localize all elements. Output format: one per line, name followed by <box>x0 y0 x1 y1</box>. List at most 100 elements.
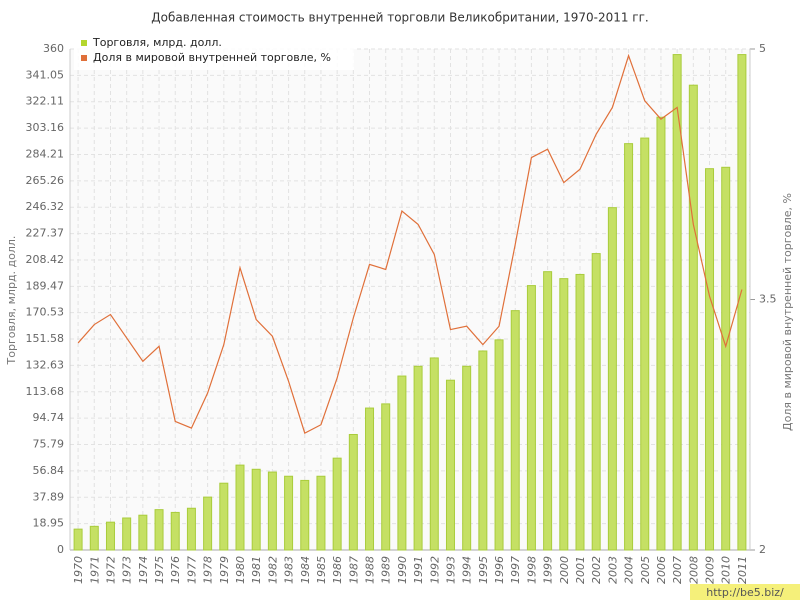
x-tick-label: 1981 <box>250 556 263 584</box>
y-tick-label: 284.21 <box>26 147 65 160</box>
bar <box>445 379 455 551</box>
x-tick-label: 2008 <box>687 556 700 584</box>
plot-area <box>70 49 750 550</box>
bar <box>559 278 569 551</box>
bar <box>462 365 472 551</box>
bar <box>73 528 83 551</box>
x-tick-label: 1991 <box>412 556 425 584</box>
y-tick-label: 56.84 <box>33 464 65 477</box>
y-tick-label: 303.16 <box>26 121 65 134</box>
x-tick-label: 2000 <box>558 556 571 584</box>
x-tick-label: 2006 <box>655 556 668 584</box>
bar <box>510 310 520 551</box>
y-tick-label: 227.37 <box>26 227 65 240</box>
bar <box>300 479 310 551</box>
x-tick-label: 1986 <box>331 556 344 584</box>
bar <box>624 143 634 551</box>
chart-title: Добавленная стоимость внутренней торговл… <box>151 11 648 25</box>
x-tick-label: 1993 <box>444 556 457 584</box>
y-tick-label: 265.26 <box>26 174 65 187</box>
y-tick-label: 18.95 <box>33 517 65 530</box>
x-tick-label: 1996 <box>493 556 506 584</box>
x-tick-label: 1998 <box>525 556 538 584</box>
bar <box>640 137 650 551</box>
y-tick-label: 170.53 <box>26 306 65 319</box>
x-tick-label: 1978 <box>202 556 215 584</box>
x-tick-label: 2005 <box>639 556 652 584</box>
x-tick-label: 1975 <box>153 556 166 584</box>
bar <box>219 482 229 551</box>
x-tick-label: 2010 <box>720 556 733 584</box>
bar <box>494 339 504 551</box>
x-tick-label: 1971 <box>88 556 101 584</box>
x-tick-label: 1982 <box>266 556 279 584</box>
bar <box>413 365 423 551</box>
y2-tick-label: 3.5 <box>759 293 777 306</box>
x-tick-label: 1977 <box>185 556 198 584</box>
legend-label: Торговля, млрд. долл. <box>92 36 222 49</box>
x-tick-label: 1973 <box>121 556 134 584</box>
bar <box>429 357 439 551</box>
x-tick-label: 2003 <box>606 556 619 584</box>
bar <box>607 207 617 551</box>
bar <box>154 509 164 551</box>
y-tick-label: 37.89 <box>33 490 65 503</box>
bar <box>365 407 375 551</box>
bar <box>332 457 342 551</box>
x-tick-label: 1987 <box>347 556 360 584</box>
bar <box>591 253 601 551</box>
bar <box>316 475 326 551</box>
x-tick-label: 2002 <box>590 556 603 584</box>
y2-axis-label: Доля в мировой внутренней торговле, % <box>781 193 794 431</box>
y2-tick-label: 5 <box>759 42 766 55</box>
x-tick-label: 1995 <box>477 556 490 584</box>
y-tick-label: 208.42 <box>26 253 65 266</box>
x-tick-label: 1989 <box>380 556 393 584</box>
bar <box>381 403 391 551</box>
bar <box>138 514 148 551</box>
watermark: http://be5.biz/ <box>706 586 784 599</box>
bar <box>89 525 99 551</box>
bar <box>721 166 731 551</box>
y-tick-label: 0 <box>57 543 64 556</box>
y-tick-label: 75.79 <box>33 438 65 451</box>
bar <box>656 116 666 551</box>
bar <box>284 475 294 551</box>
y-tick-label: 360 <box>43 42 64 55</box>
x-tick-label: 2007 <box>671 556 684 584</box>
x-tick-label: 2011 <box>736 556 749 584</box>
y-tick-label: 189.47 <box>26 279 65 292</box>
x-tick-label: 1972 <box>104 556 117 584</box>
line <box>77 53 743 434</box>
y2-tick-label: 2 <box>759 543 766 556</box>
x-tick-label: 1976 <box>169 556 182 584</box>
x-tick-label: 2009 <box>704 556 717 584</box>
bar <box>672 54 682 551</box>
x-tick-label: 1992 <box>428 556 441 584</box>
watermark-box <box>690 584 800 600</box>
bar <box>267 471 277 551</box>
legend-swatch <box>81 40 87 46</box>
y-tick-label: 113.68 <box>26 385 65 398</box>
x-tick-label: 1997 <box>509 556 522 584</box>
bar <box>688 84 698 551</box>
bar <box>235 464 245 551</box>
bar <box>575 273 585 551</box>
x-tick-label: 1994 <box>461 556 474 584</box>
y-tick-label: 132.63 <box>26 358 65 371</box>
bar <box>186 507 196 551</box>
y-axis-label: Торговля, млрд. долл. <box>5 236 18 366</box>
x-tick-label: 2001 <box>574 556 587 584</box>
x-tick-label: 1988 <box>364 556 377 584</box>
bar <box>397 375 407 551</box>
bar <box>705 168 715 551</box>
bar <box>526 285 536 551</box>
legend-box <box>74 36 354 70</box>
y-tick-label: 246.32 <box>26 200 65 213</box>
bar <box>251 468 261 551</box>
y-tick-label: 322.11 <box>26 95 65 108</box>
x-tick-label: 1983 <box>283 556 296 584</box>
bar <box>543 271 553 551</box>
x-tick-label: 1984 <box>299 556 312 584</box>
